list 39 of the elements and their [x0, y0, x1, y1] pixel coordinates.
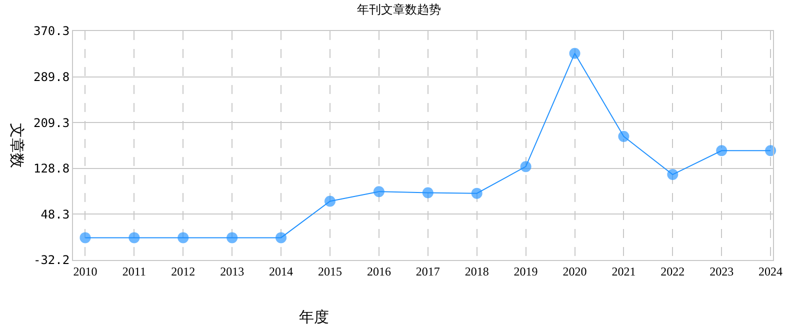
point: [569, 48, 580, 59]
y-tick-label: 370.3: [33, 24, 70, 38]
x-tick-label: 2020: [562, 264, 587, 278]
y-tick-label: 209.3: [33, 116, 70, 130]
x-tick-label: 2024: [758, 264, 783, 278]
point: [716, 145, 728, 156]
point: [226, 232, 238, 244]
x-tick-label: 2019: [514, 264, 538, 278]
point: [422, 187, 434, 198]
x-tick-label: 2017: [416, 264, 440, 278]
point: [667, 169, 678, 180]
x-tick-label: 2011: [122, 264, 146, 278]
y-axis-title: 文章数: [8, 123, 26, 168]
point: [765, 145, 776, 156]
x-tick-label: 2014: [269, 264, 294, 278]
y-tick-label: 48.3: [40, 207, 70, 222]
x-tick-label: 2013: [220, 264, 244, 278]
y-tick-label: 128.8: [33, 162, 70, 176]
x-axis-title: 年度: [299, 308, 329, 326]
point: [618, 130, 630, 142]
y-tick-label: 289.8: [33, 70, 70, 84]
point: [128, 232, 140, 244]
point: [520, 161, 532, 172]
x-tick-label: 2023: [710, 264, 734, 278]
point: [178, 232, 189, 244]
point: [276, 232, 287, 244]
x-tick-label: 2012: [171, 264, 196, 278]
x-tick-label: 2015: [318, 264, 342, 278]
chart-title: 年刊文章数趋势: [357, 2, 441, 16]
x-tick-label: 2016: [366, 264, 391, 278]
x-tick-label: 2010: [73, 264, 98, 278]
point: [471, 188, 482, 199]
x-tick-label: 2021: [612, 264, 636, 278]
point: [80, 232, 91, 244]
point: [373, 186, 384, 198]
y-tick-label: -32.2: [33, 253, 70, 268]
x-tick-label: 2022: [660, 264, 685, 278]
x-tick-label: 2018: [464, 264, 489, 278]
point: [324, 196, 336, 207]
